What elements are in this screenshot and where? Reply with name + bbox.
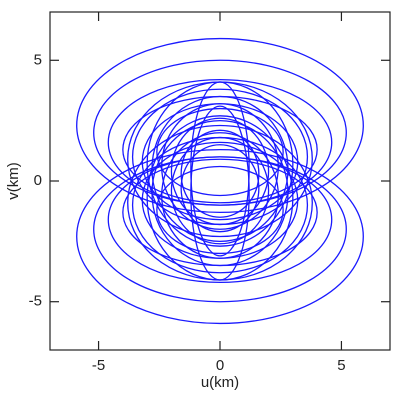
uv-track: [107, 156, 333, 284]
uv-track: [156, 107, 284, 197]
x-tick-label: 5: [337, 357, 345, 374]
uv-track: [170, 117, 270, 226]
uv-track: [190, 105, 250, 281]
plot-frame: [49, 11, 391, 351]
y-axis-label: v(km): [5, 162, 22, 200]
x-axis-label: u(km): [201, 374, 239, 391]
uv-track: [156, 165, 284, 255]
uv-track: [190, 81, 250, 257]
uv-track: [180, 144, 260, 233]
uv-track: [76, 148, 364, 325]
uv-track: [170, 136, 270, 245]
y-tick-label: 0: [34, 172, 42, 189]
tracks: [76, 37, 364, 325]
uv-track: [107, 78, 333, 206]
x-tick-label: 0: [216, 357, 224, 374]
y-tick-label: -5: [29, 293, 42, 310]
y-tick-label: 5: [34, 51, 42, 68]
uv-track: [76, 37, 364, 214]
uv-track: [161, 132, 279, 259]
x-tick-label: -5: [92, 357, 105, 374]
uv-track: [180, 129, 260, 218]
uv-track: [161, 103, 279, 230]
